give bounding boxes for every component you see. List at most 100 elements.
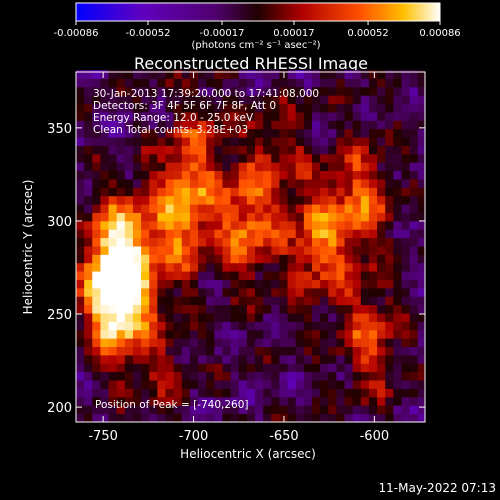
- heatmap-cell: [84, 128, 93, 138]
- heatmap-cell: [336, 388, 345, 398]
- heatmap-cell: [238, 321, 248, 331]
- heatmap-cell: [344, 204, 354, 213]
- heatmap-cell: [377, 212, 386, 222]
- heatmap-cell: [271, 304, 280, 314]
- heatmap-cell: [417, 220, 426, 230]
- heatmap-cell: [76, 413, 85, 423]
- heatmap-cell: [132, 296, 142, 306]
- heatmap-cell: [100, 128, 109, 138]
- heatmap-cell: [344, 338, 354, 348]
- heatmap-cell: [255, 145, 264, 155]
- heatmap-cell: [206, 380, 215, 389]
- heatmap-cell: [84, 78, 93, 88]
- heatmap-cell: [92, 170, 101, 180]
- heatmap-cell: [385, 338, 394, 348]
- heatmap-cell: [393, 371, 402, 381]
- heatmap-cell: [84, 279, 93, 289]
- heatmap-cell: [328, 396, 337, 406]
- heatmap-cell: [214, 70, 223, 79]
- heatmap-cell: [149, 287, 158, 297]
- heatmap-cell: [157, 363, 166, 373]
- heatmap-cell: [287, 254, 297, 264]
- heatmap-cell: [295, 103, 305, 113]
- heatmap-cell: [311, 78, 321, 88]
- heatmap-cell: [181, 179, 191, 188]
- heatmap-cell: [360, 153, 370, 163]
- heatmap-cell: [222, 86, 232, 96]
- heatmap-cell: [401, 237, 411, 247]
- heatmap-cell: [230, 254, 240, 264]
- heatmap-cell: [255, 229, 264, 239]
- heatmap-cell: [409, 371, 419, 381]
- heatmap-cell: [116, 78, 126, 88]
- heatmap-cell: [181, 296, 191, 306]
- heatmap-cell: [311, 153, 321, 163]
- heatmap-cell: [287, 413, 297, 423]
- heatmap-cell: [368, 405, 378, 415]
- heatmap-cell: [100, 388, 109, 398]
- heatmap-cell: [311, 354, 321, 364]
- heatmap-cell: [287, 195, 297, 205]
- heatmap-cell: [108, 153, 118, 163]
- heatmap-cell: [198, 396, 207, 406]
- heatmap-cell: [165, 179, 175, 188]
- heatmap-cell: [214, 271, 223, 280]
- heatmap-cell: [84, 212, 93, 222]
- heatmap-cell: [165, 212, 175, 222]
- heatmap-cell: [263, 128, 272, 138]
- heatmap-cell: [181, 145, 191, 155]
- heatmap-cell: [189, 271, 199, 280]
- heatmap-cell: [303, 287, 313, 297]
- heatmap-cell: [181, 170, 191, 180]
- heatmap-cell: [198, 388, 207, 398]
- heatmap-cell: [222, 70, 232, 79]
- heatmap-cell: [222, 153, 232, 163]
- heatmap-cell: [108, 354, 118, 364]
- heatmap-cell: [230, 70, 240, 79]
- heatmap-cell: [393, 413, 402, 423]
- heatmap-cell: [108, 254, 118, 264]
- heatmap-cell: [124, 262, 134, 272]
- heatmap-cell: [149, 354, 158, 364]
- heatmap-cell: [360, 179, 370, 188]
- colorbar-units: (photons cm⁻² s⁻¹ asec⁻²): [191, 40, 320, 51]
- heatmap-cell: [132, 195, 142, 205]
- heatmap-cell: [92, 153, 101, 163]
- heatmap-cell: [271, 187, 280, 197]
- heatmap-cell: [271, 254, 280, 264]
- heatmap-cell: [352, 396, 362, 406]
- heatmap-cell: [198, 354, 207, 364]
- heatmap-cell: [279, 137, 288, 146]
- heatmap-cell: [132, 179, 142, 188]
- heatmap-cell: [303, 237, 313, 247]
- heatmap-cell: [124, 229, 134, 239]
- heatmap-cell: [206, 262, 215, 272]
- heatmap-cell: [287, 153, 297, 163]
- heatmap-cell: [263, 346, 272, 356]
- heatmap-cell: [393, 321, 402, 331]
- heatmap-cell: [377, 271, 386, 280]
- heatmap-cell: [360, 338, 370, 348]
- heatmap-cell: [238, 371, 248, 381]
- heatmap-cell: [149, 237, 158, 247]
- heatmap-cell: [401, 137, 411, 146]
- heatmap-cell: [149, 70, 158, 79]
- heatmap-cell: [328, 388, 337, 398]
- heatmap-cell: [222, 112, 232, 121]
- x-axis-ticks: -750 -700 -650 -600: [88, 72, 389, 444]
- heatmap-cell: [222, 246, 232, 255]
- heatmap-cell: [181, 103, 191, 113]
- heatmap-cell: [165, 371, 175, 381]
- heatmap-cell: [417, 363, 426, 373]
- heatmap-cell: [401, 254, 411, 264]
- colorbar-gradient: [75, 2, 441, 22]
- heatmap-cell: [255, 78, 264, 88]
- heatmap-cell: [328, 413, 337, 423]
- heatmap-cell: [255, 162, 264, 172]
- heatmap-cell: [336, 179, 345, 188]
- heatmap-cell: [377, 396, 386, 406]
- heatmap-cell: [116, 170, 126, 180]
- heatmap-cell: [336, 405, 345, 415]
- heatmap-cell: [238, 220, 248, 230]
- heatmap-cell: [76, 296, 85, 306]
